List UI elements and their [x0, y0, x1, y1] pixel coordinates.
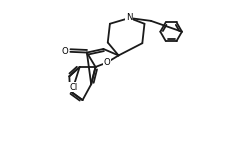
Text: N: N [126, 14, 133, 22]
Text: O: O [62, 47, 68, 56]
Text: Cl: Cl [69, 83, 77, 92]
Text: O: O [103, 58, 110, 67]
